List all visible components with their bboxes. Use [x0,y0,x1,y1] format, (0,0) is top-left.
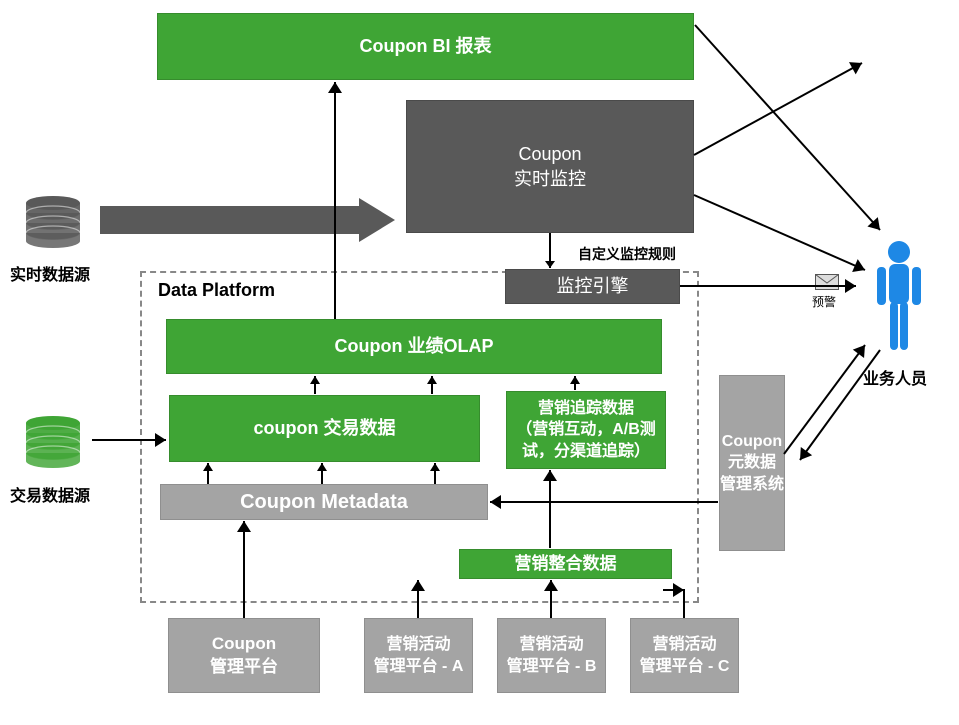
mkt-b-box: 营销活动管理平台 - B [497,618,606,693]
mkt-a-box: 营销活动管理平台 - A [364,618,473,693]
bi-report-box: Coupon BI 报表 [157,13,694,80]
realtime-src-label: 实时数据源 [10,261,90,285]
bi-report-text: Coupon BI 报表 [360,34,492,58]
mkt-c-text: 营销活动管理平台 - C [640,634,730,677]
meta-mgmt-box: Coupon元数据管理系统 [719,375,785,551]
trade-data-box: coupon 交易数据 [169,395,480,462]
marketing-aggr-box: 营销整合数据 [459,549,672,579]
person-icon [872,240,926,360]
alert-label: 预警 [812,293,836,310]
biz-person-label: 业务人员 [863,365,927,389]
data-platform-label: Data Platform [158,280,275,301]
mkt-b-text: 营销活动管理平台 - B [507,634,597,677]
monitor-engine-box: 监控引擎 [505,269,680,304]
realtime-monitor-text: Coupon实时监控 [514,142,586,191]
mkt-a-text: 营销活动管理平台 - A [374,634,464,677]
envelope-icon [815,274,839,290]
olap-box: Coupon 业绩OLAP [166,319,662,374]
realtime-monitor-box: Coupon实时监控 [406,100,694,233]
olap-text: Coupon 业绩OLAP [335,334,494,358]
coupon-metadata-box: Coupon Metadata [160,484,488,520]
mkt-c-box: 营销活动管理平台 - C [630,618,739,693]
tracking-data-box: 营销追踪数据（营销互动，A/B测试，分渠道追踪） [506,391,666,469]
meta-mgmt-text: Coupon元数据管理系统 [720,431,784,496]
trade-db-icon [23,415,83,470]
trade-src-label: 交易数据源 [10,482,90,506]
tracking-data-text: 营销追踪数据（营销互动，A/B测试，分渠道追踪） [516,398,656,463]
coupon-mgmt-text: Coupon管理平台 [210,633,278,679]
coupon-mgmt-box: Coupon管理平台 [168,618,320,693]
coupon-metadata-text: Coupon Metadata [240,489,408,516]
monitor-engine-text: 监控引擎 [557,274,629,298]
trade-data-text: coupon 交易数据 [254,416,396,440]
custom-rule-label: 自定义监控规则 [578,244,676,264]
marketing-aggr-text: 营销整合数据 [515,553,617,576]
realtime-db-icon [23,195,83,250]
